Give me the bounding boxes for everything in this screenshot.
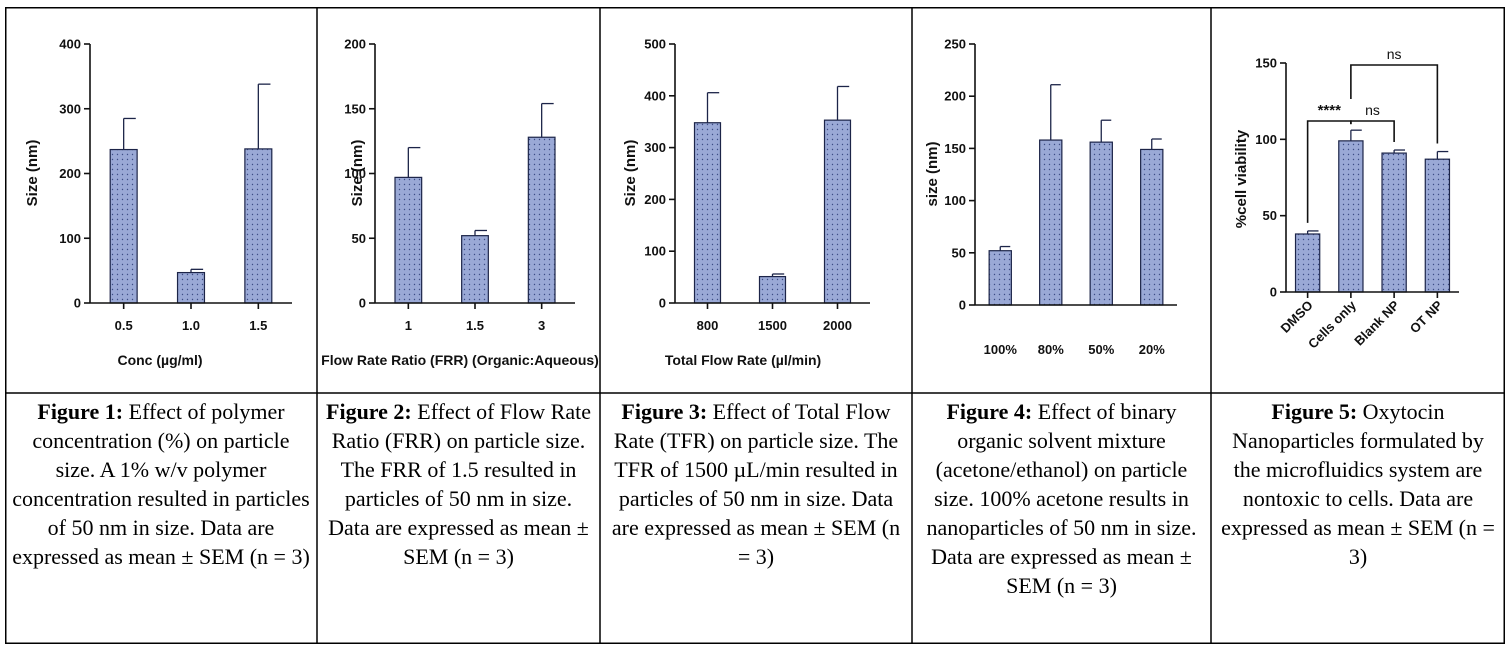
- y-axis-label: Size (nm): [622, 140, 639, 207]
- y-tick-label: 150: [944, 141, 966, 156]
- y-axis-label: Size (nm): [24, 140, 41, 207]
- bar: [693, 122, 722, 304]
- y-tick-label: 0: [659, 296, 666, 311]
- y-tick-label: 300: [59, 101, 81, 116]
- x-tick-label: 1500: [758, 318, 787, 333]
- significance-label: ****: [1318, 102, 1342, 119]
- y-tick-label: 200: [644, 192, 666, 207]
- figure-4-chart: 0 50 100 150 200 250 100% 80% 50% 20% size (nm): [924, 37, 1177, 357]
- x-tick-label: 1.0: [182, 318, 200, 333]
- y-tick-label: 0: [359, 296, 366, 311]
- significance-bracket: [1350, 120, 1395, 143]
- x-tick-label: Cells only: [1305, 297, 1360, 352]
- bar: [823, 119, 852, 304]
- x-tick-label: 80%: [1038, 342, 1064, 357]
- x-axis-label: Conc (µg/ml): [117, 352, 202, 368]
- bar: [1039, 139, 1063, 306]
- table-borders: [5, 7, 1505, 644]
- bar: [1338, 140, 1364, 293]
- y-tick-label: 50: [952, 245, 966, 260]
- outer-border: [5, 7, 1505, 644]
- bar: [527, 136, 556, 304]
- bar: [244, 148, 273, 304]
- y-tick-label: 200: [344, 37, 366, 52]
- x-tick-label: OT NP: [1407, 297, 1446, 336]
- y-axis-label: %cell viability: [1233, 129, 1250, 228]
- x-tick-label: 1: [405, 318, 412, 333]
- x-axis-label: Flow Rate Ratio (FRR) (Organic:Aqueous): [321, 352, 599, 368]
- y-axis-label: Size (nm): [349, 140, 366, 207]
- x-tick-label: 3: [538, 318, 545, 333]
- figure-2-caption: Figure 2: Effect of Flow Rate Ratio (FRR…: [326, 399, 591, 569]
- y-tick-label: 400: [644, 88, 666, 103]
- x-tick-label: 2000: [823, 318, 852, 333]
- figure-1-caption: Figure 1: Effect of polymer concentratio…: [12, 399, 310, 569]
- significance-bracket: [1350, 64, 1439, 144]
- figure-grid: 0 100 200 300 400 0.5 1.0 1.5 Conc (µg/ml) Size (…: [5, 7, 1505, 644]
- y-tick-label: 200: [59, 166, 81, 181]
- significance-label: ns: [1365, 102, 1380, 118]
- figure-4-caption: Figure 4: Effect of binary organic solve…: [926, 399, 1197, 598]
- x-axis-label: Total Flow Rate (µl/min): [665, 352, 821, 368]
- y-axis-label: size (nm): [924, 141, 941, 206]
- bar: [109, 148, 138, 304]
- bar: [1381, 152, 1407, 293]
- y-tick-label: 100: [344, 166, 366, 181]
- y-tick-label: 100: [1255, 132, 1277, 147]
- y-tick-label: 300: [644, 140, 666, 155]
- x-tick-label: 20%: [1139, 342, 1165, 357]
- y-tick-label: 250: [944, 37, 966, 52]
- figure-1-chart: 0 100 200 300 400 0.5 1.0 1.5 Conc (µg/ml) Size (…: [24, 37, 292, 368]
- y-tick-label: 50: [1263, 208, 1277, 223]
- bar: [394, 176, 423, 304]
- y-tick-label: 500: [644, 37, 666, 52]
- x-tick-label: 100%: [984, 342, 1018, 357]
- y-tick-label: 0: [1270, 285, 1277, 300]
- bar: [1089, 141, 1113, 306]
- x-tick-label: 1.5: [466, 318, 484, 333]
- y-tick-label: 0: [959, 298, 966, 313]
- figure-2-chart: 0 50 100 150 200 1 1.5 3 Flow Rate Ratio (FRR) (…: [321, 37, 599, 369]
- x-tick-label: DMSO: [1278, 298, 1316, 336]
- bar: [461, 235, 489, 304]
- y-tick-label: 100: [59, 231, 81, 246]
- figure-3-caption: Figure 3: Effect of Total Flow Rate (TFR…: [611, 399, 901, 569]
- x-tick-label: 0.5: [115, 318, 133, 333]
- y-tick-label: 100: [644, 244, 666, 259]
- y-tick-label: 200: [944, 89, 966, 104]
- x-tick-label: 1.5: [249, 318, 267, 333]
- bar: [1294, 233, 1321, 293]
- y-tick-label: 100: [944, 193, 966, 208]
- x-tick-label: 50%: [1088, 342, 1114, 357]
- bar: [758, 275, 787, 304]
- bar: [1424, 158, 1451, 293]
- y-tick-label: 150: [344, 101, 366, 116]
- bar: [176, 271, 206, 304]
- y-tick-label: 50: [352, 231, 366, 246]
- y-tick-label: 400: [59, 37, 81, 52]
- y-tick-label: 0: [74, 296, 81, 311]
- x-tick-label: 800: [697, 318, 719, 333]
- x-tick-label: Blank NP: [1351, 297, 1402, 348]
- figure-3-chart: 0 100 200 300 400 500 800 1500 2000 Total Flow Ra…: [622, 37, 870, 368]
- y-tick-label: 150: [1255, 56, 1277, 71]
- bar: [1140, 148, 1164, 306]
- figure-5-caption: Figure 5: Oxytocin Nanoparticles formula…: [1221, 399, 1495, 569]
- bar: [988, 250, 1012, 306]
- significance-label: ns: [1387, 46, 1402, 62]
